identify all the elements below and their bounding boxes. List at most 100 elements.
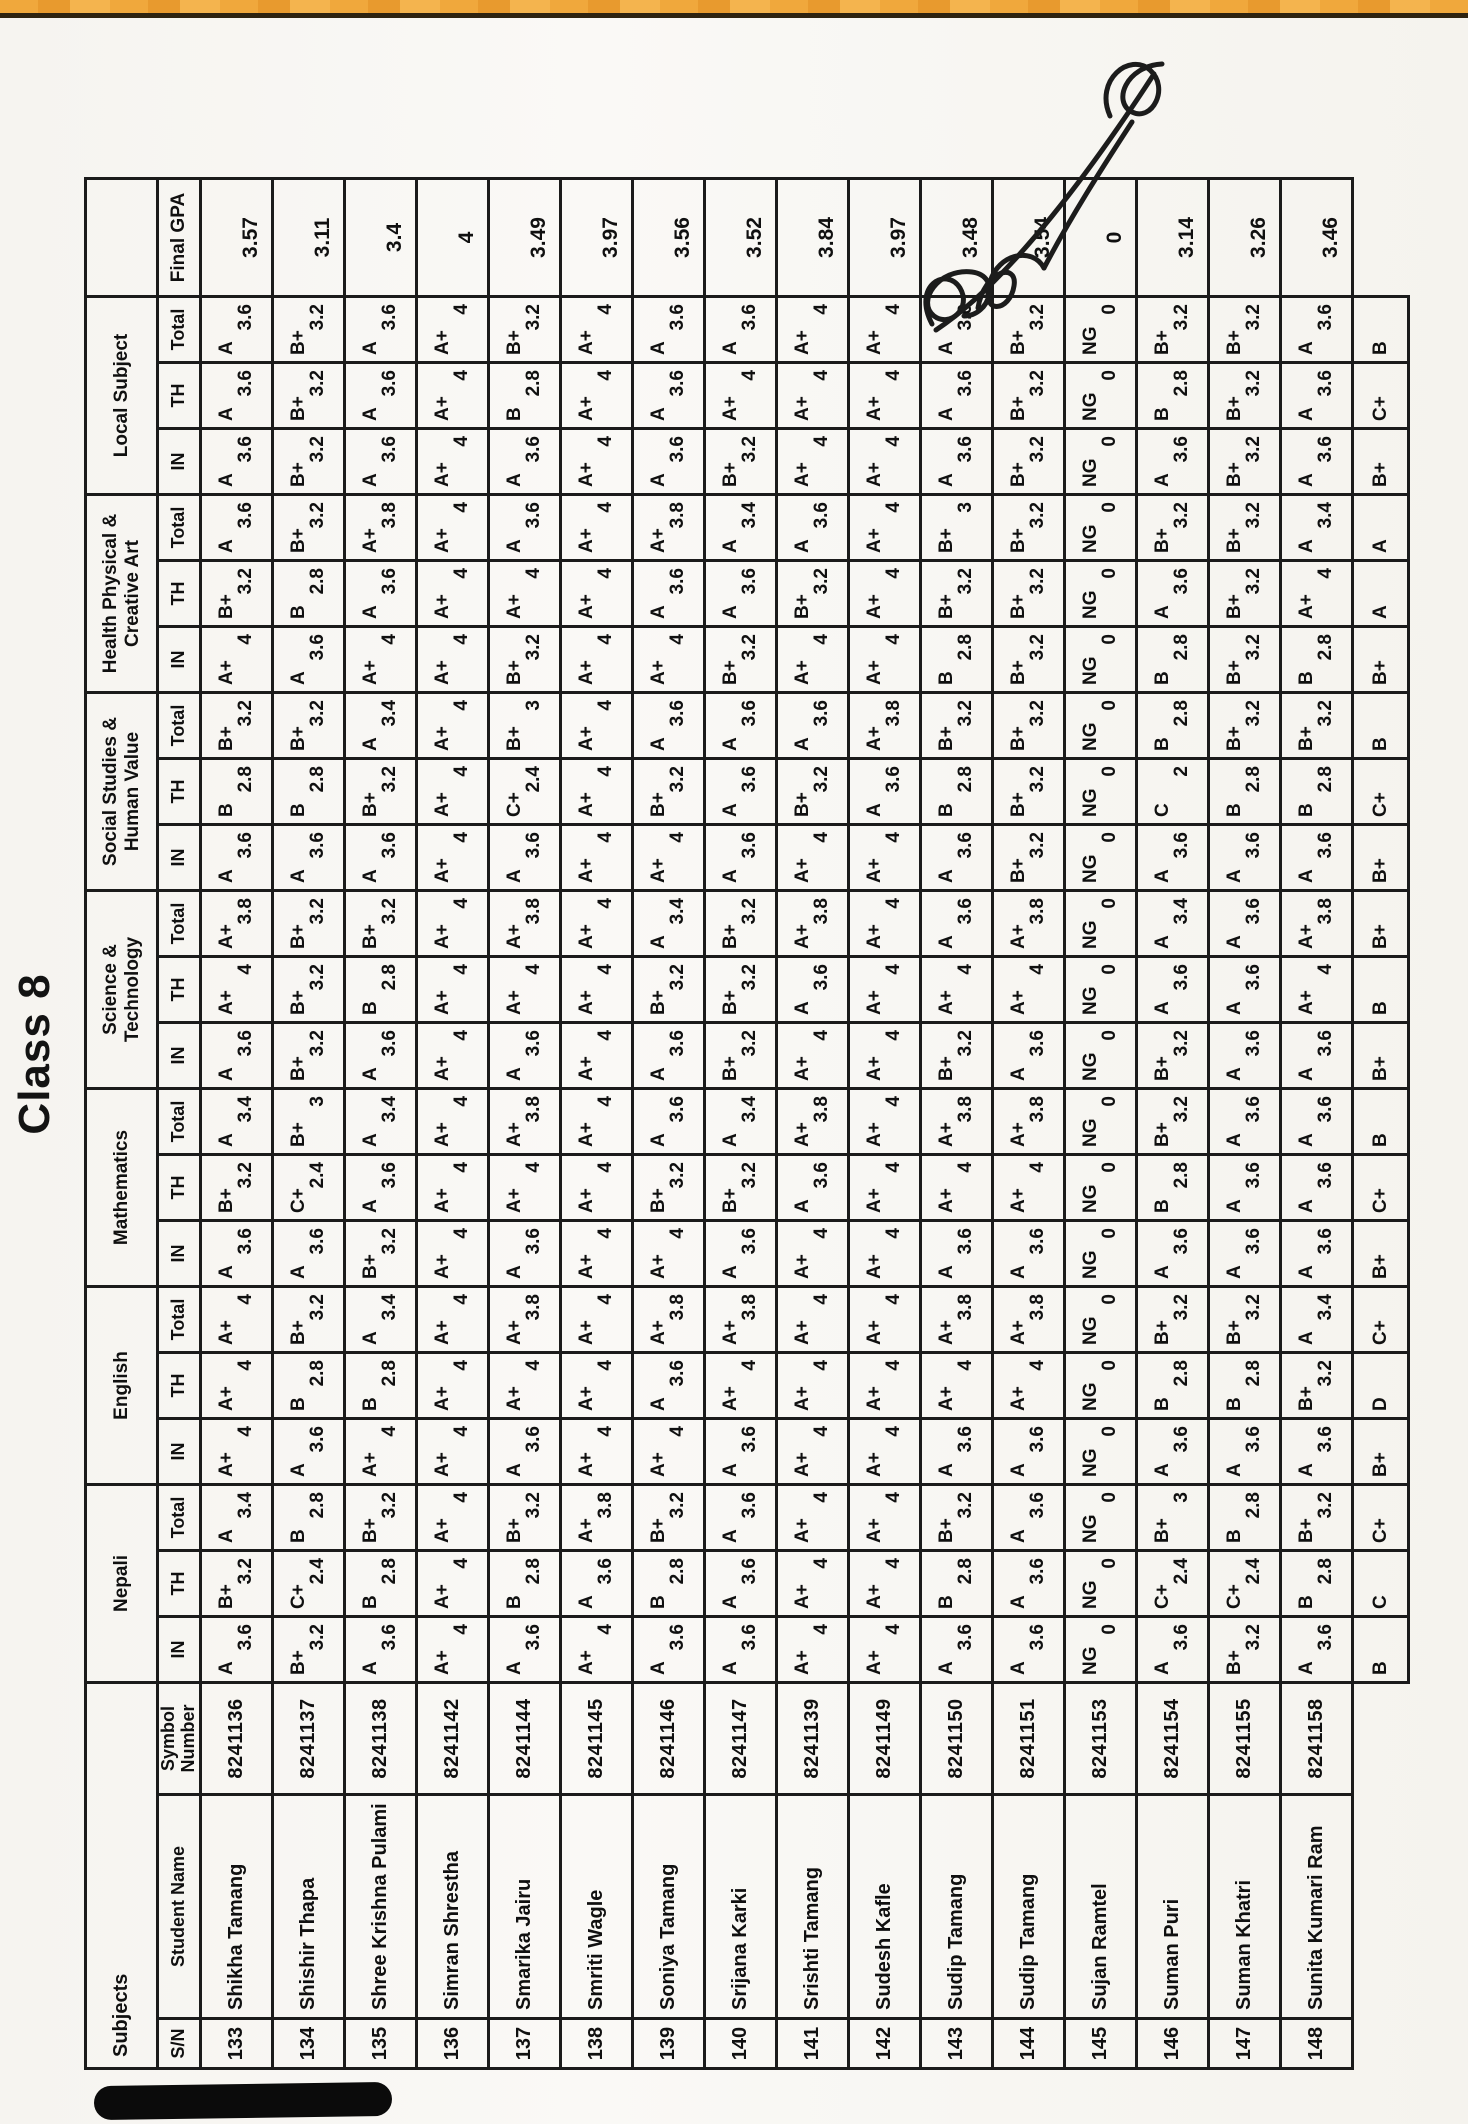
grade-cell-content: A 3.6 (645, 694, 691, 757)
grade-letter: A (720, 605, 742, 619)
grade-letter: A (720, 1463, 742, 1477)
grade-cell-content: A 3.4 (1293, 496, 1339, 559)
grade-cell: A 3.6 (776, 956, 849, 1023)
grade-letter: B (1369, 1661, 1391, 1675)
grade-point: 3.6 (1315, 1096, 1337, 1123)
grade-letter: A+ (864, 1320, 886, 1345)
grade-letter: B+ (288, 1056, 310, 1081)
student-row: 145 Sujan Ramtel 8241153 NG 0 NG 0 NG 0 NG 0 NG 0 NG 0… (1064, 178, 1137, 2069)
symbol-number-cell: 8241137 (272, 1682, 345, 1795)
symbol-number-cell: 8241142 (416, 1682, 489, 1795)
grade-cell-content: B+ 3.2 (933, 1486, 979, 1549)
grade-point: 3.6 (1243, 1030, 1265, 1057)
grade-letter: A+ (864, 1518, 886, 1543)
grade-letter: NG (1080, 458, 1102, 488)
grade-letter: B+ (1152, 1518, 1174, 1543)
subject-header-4: Science & Technology (85, 890, 158, 1089)
grade-cell-content: B+ 3.2 (645, 1486, 691, 1549)
grade-cell: B 2.8 (272, 1484, 345, 1551)
grade-point: 4 (451, 1426, 473, 1437)
grade-letter: A+ (864, 1056, 886, 1081)
grade-letter: A+ (720, 396, 742, 421)
grade-cell: B+ 3.2 (704, 890, 777, 957)
grade-cell-content: B+ 3.2 (501, 1486, 547, 1549)
grade-cell: NG 0 (1064, 1022, 1137, 1089)
grade-letter: B (1224, 803, 1246, 817)
grade-letter: B (288, 1397, 310, 1411)
grade-cell: A 3.6 (1280, 1418, 1353, 1485)
grade-letter: B (1369, 737, 1391, 751)
sn-cell: 134 (272, 2018, 345, 2069)
grade-letter: NG (1080, 788, 1102, 818)
grade-cell: A+ 4 (848, 494, 921, 561)
grade-cell-content: A+ 4 (789, 364, 835, 427)
grade-point: 3.2 (1243, 502, 1265, 529)
grade-point: 4 (523, 1360, 545, 1371)
grade-cell-content: A 3.6 (1005, 1618, 1051, 1681)
grade-cell-content: A+ 4 (789, 1288, 835, 1351)
grade-cell-content: B+ 3.2 (1221, 562, 1267, 625)
grade-letter: B (1224, 1397, 1246, 1411)
grade-letter: A+ (432, 858, 454, 883)
grade-cell-content: A+ 4 (861, 958, 907, 1021)
grade-cell: A+ 4 (416, 1220, 489, 1287)
grade-cell-content: A+ 4 (429, 1420, 475, 1483)
grade-cell-content: B 2.8 (357, 1552, 403, 1615)
grade-cell-content: A+ 4 (861, 364, 907, 427)
grade-cell: B+ 3.2 (704, 1154, 777, 1221)
grade-cell: A 3.6 (200, 428, 273, 495)
grade-letter: A (1152, 869, 1174, 883)
footer-grade-cell: B+ (1352, 626, 1409, 693)
grade-point: 3.2 (739, 1162, 761, 1189)
grade-point: 3.6 (1315, 1030, 1337, 1057)
grade-letter: A+ (864, 858, 886, 883)
grade-cell: C+ 2.4 (488, 758, 561, 825)
grade-cell: A+ 4 (848, 1088, 921, 1155)
grade-point: 3.6 (667, 1624, 689, 1651)
grade-cell-content: B+ 3 (933, 496, 979, 559)
grade-point: 3.6 (1315, 370, 1337, 397)
grade-cell-content: NG 0 (1077, 1156, 1123, 1219)
grade-cell: A 3.6 (1208, 1418, 1281, 1485)
grade-cell-content: A+ 4 (1005, 1156, 1051, 1219)
grade-letter: NG (1080, 854, 1102, 884)
grade-cell: B+ 3.2 (632, 1154, 705, 1221)
grade-cell-content: B+ 3.2 (285, 496, 331, 559)
grade-letter: NG (1080, 590, 1102, 620)
grade-cell: A 3.6 (632, 362, 705, 429)
grade-cell: A 3.6 (704, 824, 777, 891)
id-column-header-3: Symbol Number (157, 1682, 201, 1795)
grade-cell: B+ 3.2 (200, 692, 273, 759)
student-name-cell: Sudip Tamang (920, 1794, 993, 2019)
grade-point: 3.8 (1027, 898, 1049, 925)
grade-point: 3.8 (523, 1294, 545, 1321)
grade-letter: A (1296, 1463, 1318, 1477)
grade-point: 4 (955, 964, 977, 975)
grade-letter: B (1296, 1595, 1318, 1609)
grade-cell: B+ 3.2 (488, 296, 561, 363)
grade-letter: A+ (432, 1452, 454, 1477)
grade-cell-content: A 3.6 (1149, 430, 1195, 493)
grade-point: 2.8 (379, 1558, 401, 1585)
grade-point: 3.2 (1027, 502, 1049, 529)
grade-cell: A+ 4 (416, 494, 489, 561)
grade-letter: A+ (864, 924, 886, 949)
grade-point: 4 (451, 1096, 473, 1107)
grade-point: 3.2 (1243, 1624, 1265, 1651)
grade-letter: B+ (936, 1518, 958, 1543)
grade-letter: B (936, 1595, 958, 1609)
grade-cell-content: A+ 3.8 (789, 1090, 835, 1153)
grade-cell: A+ 3.8 (704, 1286, 777, 1353)
grade-letter: A (1008, 1595, 1030, 1609)
grade-cell-content: A+ 3.8 (861, 694, 907, 757)
grade-letter: A+ (576, 462, 598, 487)
grade-cell: A 3.6 (704, 560, 777, 627)
grade-cell: A 3.6 (992, 1022, 1065, 1089)
grade-cell: B+ 3.2 (272, 494, 345, 561)
grade-cell-content: A+ 4 (429, 1024, 475, 1087)
grade-point: 3.6 (1027, 1030, 1049, 1057)
grade-letter: A+ (432, 792, 454, 817)
grade-cell-content: A+ 4 (573, 1090, 619, 1153)
grade-point: 3.4 (1315, 1294, 1337, 1321)
grade-letter: A (720, 803, 742, 817)
